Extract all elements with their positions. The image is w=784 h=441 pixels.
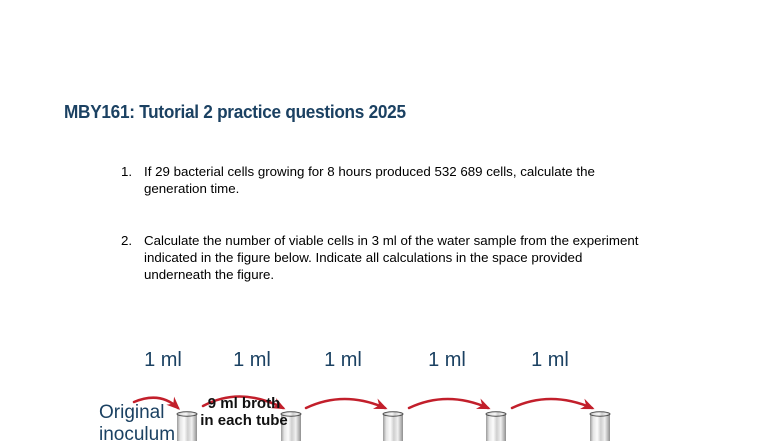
svg-text:Original: Original xyxy=(99,402,164,423)
svg-text:1 ml: 1 ml xyxy=(233,349,271,371)
svg-text:1 ml: 1 ml xyxy=(428,349,466,371)
svg-text:inoculum: inoculum xyxy=(99,424,175,441)
svg-text:1 ml: 1 ml xyxy=(144,349,182,371)
svg-text:1 ml: 1 ml xyxy=(324,349,362,371)
svg-text:1 ml: 1 ml xyxy=(531,349,569,371)
svg-text:9 ml broth: 9 ml broth xyxy=(208,395,281,412)
svg-text:in each tube: in each tube xyxy=(200,412,288,429)
